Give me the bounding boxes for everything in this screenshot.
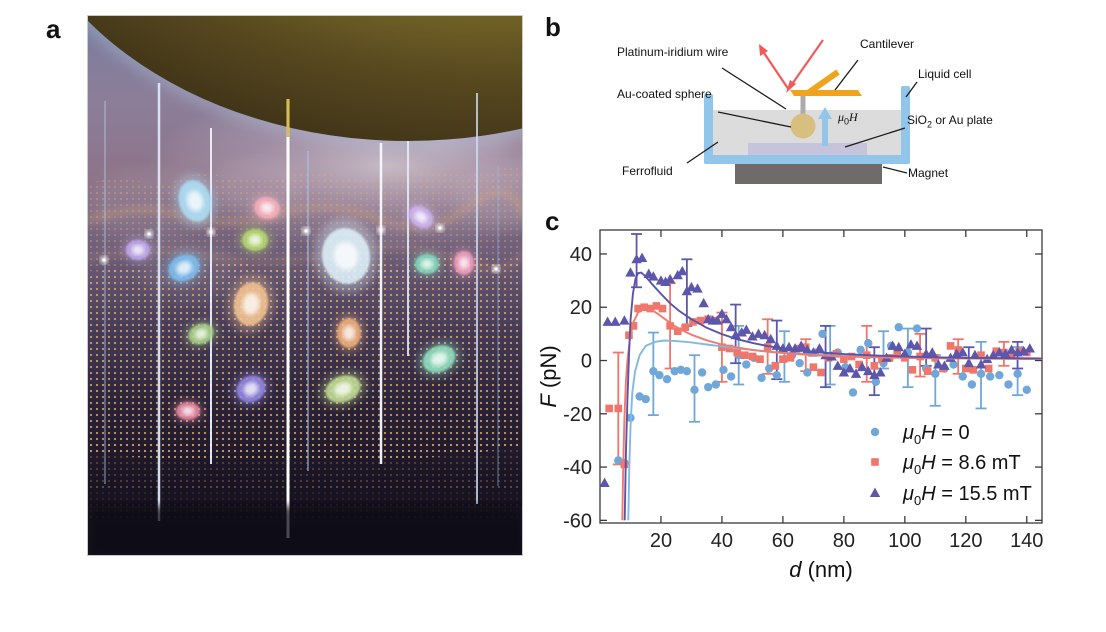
label-cantilever: Cantilever: [860, 37, 915, 51]
label-platinum-iridium-wire: Platinum-iridium wire: [617, 45, 729, 59]
schematic-drawing: [686, 39, 918, 184]
droplet: [227, 274, 275, 334]
y-axis-label: F (pN): [540, 345, 561, 407]
series-circle-markers: [614, 323, 1031, 468]
label-magnet: Magnet: [908, 166, 949, 180]
floor-shadow: [88, 506, 522, 555]
tick-labels: 20 40 60 80 100 120 140 40 20 0 -20 -40 -60: [563, 244, 1043, 552]
panel-b-schematic: Platinum-iridium wire Au-coated sphere C…: [540, 10, 1106, 205]
au-coated-sphere: [790, 113, 816, 139]
svg-text:80: 80: [833, 530, 855, 552]
droplet: [237, 225, 273, 255]
droplet: [121, 236, 155, 264]
legend: μ0H = 0 μ0H = 8.6 mT μ0H = 15.5 mT: [869, 422, 1032, 508]
legend-entry: μ0H = 0: [902, 422, 970, 447]
mu-subscript: 0: [844, 116, 850, 127]
svg-text:40: 40: [711, 530, 733, 552]
dotted-mesh: [88, 166, 522, 521]
label-mu0H-field: μ0H: [838, 110, 858, 127]
droplet: [313, 218, 379, 294]
gold-sphere: [88, 16, 522, 141]
panel-a-illustration: [87, 15, 523, 556]
svg-text:100: 100: [888, 530, 921, 552]
laser-beams: [761, 39, 824, 91]
svg-text:140: 140: [1010, 530, 1043, 552]
laser-arrowhead-out: [759, 44, 768, 56]
light-beams: [103, 83, 500, 538]
label-ferrofluid: Ferrofluid: [622, 164, 673, 178]
panel-b-label: b: [545, 12, 561, 42]
svg-text:-60: -60: [563, 510, 592, 532]
droplet: [404, 202, 438, 232]
svg-text:0: 0: [581, 351, 592, 373]
force-distance-chart: 20 40 60 80 100 120 140 40 20 0 -20 -40 -60 d (nm) F (…: [536, 229, 1043, 582]
axis-ticks: [600, 230, 1042, 523]
h-symbol: H: [849, 110, 858, 124]
svg-text:60: 60: [772, 530, 794, 552]
plot-box: [599, 229, 1043, 524]
legend-entry: μ0H = 15.5 mT: [902, 483, 1032, 508]
platinum-iridium-wire: [800, 92, 806, 116]
sparkles: [100, 224, 500, 273]
sio2-post: or Au plate: [932, 113, 993, 127]
panel-c-label: c: [545, 206, 560, 236]
panel-a-label: a: [46, 14, 61, 44]
droplet: [410, 250, 444, 278]
droplet: [231, 370, 271, 408]
label-sio2-plate: SiO2 or Au plate: [907, 113, 993, 130]
fit-curve-triangle: [623, 271, 1042, 521]
magnet-block: [735, 164, 882, 184]
droplet: [450, 246, 478, 280]
legend-entry: μ0H = 8.6 mT: [902, 452, 1021, 477]
cantilever-shape: [790, 69, 862, 96]
svg-text:-40: -40: [563, 457, 592, 479]
glowing-droplets: [121, 173, 478, 424]
droplet: [171, 398, 205, 424]
sio2-plate: [748, 143, 867, 155]
label-au-coated-sphere: Au-coated sphere: [617, 87, 712, 101]
illustration-art: [88, 16, 522, 555]
droplet: [163, 249, 205, 287]
droplet: [183, 319, 219, 349]
svg-text:20: 20: [570, 297, 592, 319]
x-axis-label: d (nm): [789, 557, 853, 582]
label-liquid-cell: Liquid cell: [918, 67, 972, 81]
droplet: [332, 312, 366, 354]
field-arrow: [818, 107, 832, 146]
sio2-sub: 2: [927, 119, 933, 130]
svg-text:-20: -20: [563, 404, 592, 426]
svg-text:40: 40: [570, 244, 592, 266]
annotation-lines: [686, 59, 918, 174]
droplet: [172, 173, 218, 229]
droplet: [319, 370, 367, 408]
droplet: [249, 193, 285, 223]
svg-text:120: 120: [949, 530, 982, 552]
laser-arrowhead-in: [786, 80, 796, 93]
mu-symbol: μ: [838, 110, 845, 124]
liquid-cell-walls: [704, 86, 910, 164]
droplet: [416, 340, 462, 378]
svg-text:20: 20: [650, 530, 672, 552]
sio2-pre: SiO: [907, 113, 928, 127]
panel-c-chart: 20 40 60 80 100 120 140 40 20 0 -20 -40 -60 d (nm) F (…: [536, 205, 1106, 627]
